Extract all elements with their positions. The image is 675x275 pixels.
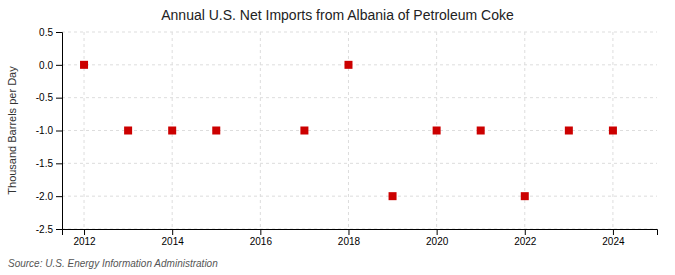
tick-label: 2020	[426, 236, 449, 247]
point	[300, 127, 308, 135]
tick: 2022	[514, 229, 537, 247]
tick-label: 0.5	[39, 27, 53, 38]
y-axis-title: Thousand Barrels per Day	[6, 66, 18, 195]
tick-mark	[260, 229, 261, 235]
tick: -0.5	[36, 92, 62, 103]
point	[389, 192, 397, 200]
tick: 2018	[338, 229, 361, 247]
y-axis: 0.5 0.0 -0.5 -1.0 -1.5 -2.0 -2.5	[36, 27, 63, 235]
point	[521, 192, 529, 200]
point	[212, 127, 220, 135]
axis-line	[56, 33, 63, 230]
tick: -2.0	[36, 191, 62, 202]
point	[433, 127, 441, 135]
grid-line	[62, 64, 657, 65]
tick-label: 2014	[162, 236, 185, 247]
title: Annual U.S. Net Imports from Albania of …	[161, 7, 514, 23]
tick-label: -2.5	[36, 224, 54, 235]
tick-mark	[348, 229, 349, 235]
axis-line	[63, 230, 658, 236]
tick: 2024	[602, 229, 625, 247]
grid	[62, 32, 657, 229]
tick-label: 2012	[73, 236, 96, 247]
tick-label: -1.0	[36, 125, 54, 136]
tick-label: 2018	[338, 236, 361, 247]
grid-line	[62, 32, 657, 33]
point	[477, 127, 485, 135]
tick-mark	[56, 196, 62, 197]
tick-label: -1.5	[36, 158, 54, 169]
grid-line	[260, 32, 261, 229]
tick-mark	[56, 32, 62, 33]
tick: 2016	[250, 229, 273, 247]
tick-label: 2016	[250, 236, 273, 247]
tick: 0.0	[39, 60, 62, 71]
tick-mark	[56, 229, 62, 230]
tick-label: -2.0	[36, 191, 54, 202]
tick-mark	[437, 229, 438, 235]
tick: -2.5	[36, 224, 62, 235]
grid-line	[62, 196, 657, 197]
points	[80, 61, 617, 200]
chart: 2012 2014 2016 2018 2020 2022 2024 0.5 0.0 -0.5 -1…	[0, 0, 675, 275]
tick-mark	[84, 229, 85, 235]
point	[565, 127, 573, 135]
point	[168, 127, 176, 135]
plot: 2012 2014 2016 2018 2020 2022 2024 0.5 0.0 -0.5 -1…	[36, 27, 658, 247]
tick: 2012	[73, 229, 96, 247]
grid-line	[62, 163, 657, 164]
tick: 2020	[426, 229, 449, 247]
point	[80, 61, 88, 69]
point	[124, 127, 132, 135]
tick-mark	[56, 131, 62, 132]
tick-mark	[525, 229, 526, 235]
point	[344, 61, 352, 69]
tick: -1.0	[36, 125, 62, 136]
grid-line	[62, 97, 657, 98]
source-note: Source: U.S. Energy Information Administ…	[8, 258, 218, 269]
tick-mark	[172, 229, 173, 235]
tick-label: -0.5	[36, 92, 54, 103]
tick: 2014	[162, 229, 185, 247]
tick-mark	[56, 98, 62, 99]
x-axis: 2012 2014 2016 2018 2020 2022 2024	[63, 229, 658, 247]
tick-mark	[56, 163, 62, 164]
tick-label: 0.0	[39, 60, 53, 71]
tick: 0.5	[39, 27, 62, 38]
point	[609, 127, 617, 135]
tick-mark	[613, 229, 614, 235]
tick-label: 2022	[514, 236, 537, 247]
tick-label: 2024	[602, 236, 625, 247]
tick-mark	[56, 65, 62, 66]
tick: -1.5	[36, 158, 62, 169]
